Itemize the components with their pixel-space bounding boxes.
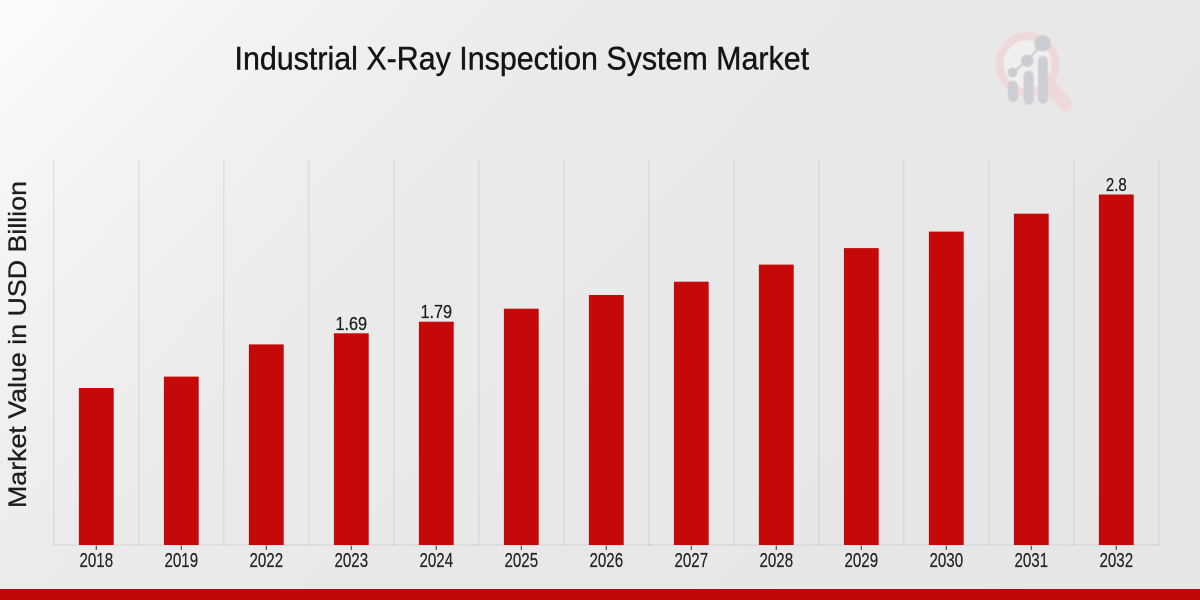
- svg-text:2026: 2026: [590, 550, 624, 572]
- svg-text:1.69: 1.69: [336, 314, 368, 334]
- svg-text:2019: 2019: [165, 550, 199, 572]
- svg-text:2025: 2025: [505, 550, 539, 572]
- svg-text:Market Value in USD Billion: Market Value in USD Billion: [4, 181, 32, 508]
- svg-text:2029: 2029: [845, 550, 879, 572]
- svg-text:2024: 2024: [420, 550, 454, 572]
- svg-text:2018: 2018: [80, 550, 114, 572]
- svg-text:2.8: 2.8: [1106, 175, 1127, 195]
- svg-text:2030: 2030: [930, 550, 964, 572]
- svg-text:2032: 2032: [1100, 550, 1134, 572]
- svg-text:2031: 2031: [1015, 550, 1049, 572]
- svg-text:2023: 2023: [335, 550, 369, 572]
- svg-text:1.79: 1.79: [421, 302, 453, 322]
- svg-text:2028: 2028: [760, 550, 794, 572]
- svg-text:Industrial X-Ray Inspection Sy: Industrial X-Ray Inspection System Marke…: [235, 40, 810, 76]
- svg-text:2027: 2027: [675, 550, 709, 572]
- svg-text:2022: 2022: [250, 550, 284, 572]
